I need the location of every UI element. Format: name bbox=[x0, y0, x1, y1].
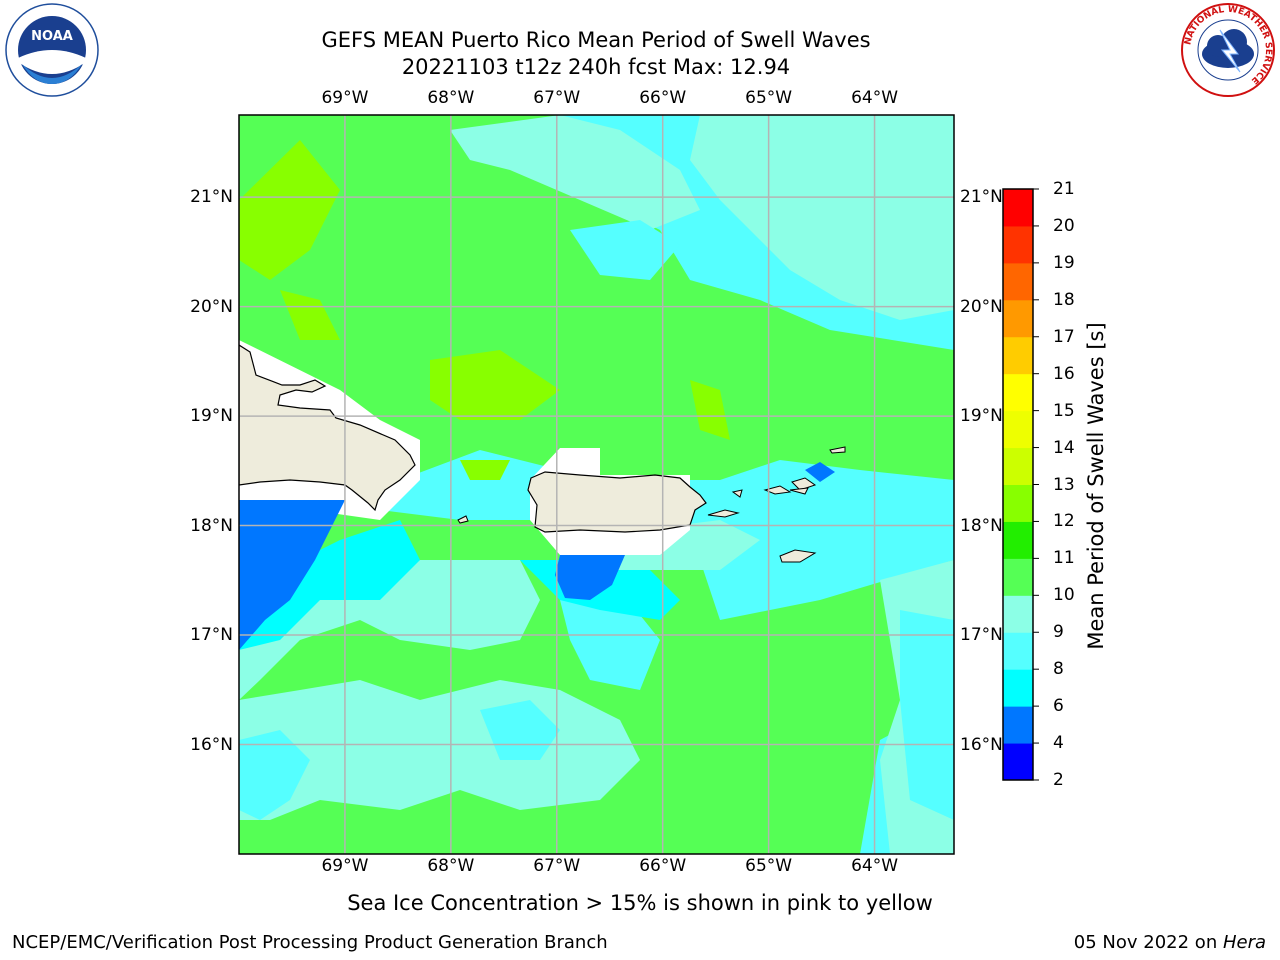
chart-subtitle: 20221103 t12z 240h fcst Max: 12.94 bbox=[401, 55, 791, 79]
colorbar-tick-label: 16 bbox=[1053, 363, 1075, 384]
swell-field bbox=[239, 115, 954, 854]
noaa-logo: NOAA bbox=[4, 2, 100, 102]
credit-text: NCEP/EMC/Verification Post Processing Pr… bbox=[12, 932, 608, 953]
land-hispaniola bbox=[239, 344, 416, 512]
island-mona bbox=[457, 515, 469, 524]
colorbar-tick-label: 20 bbox=[1053, 215, 1075, 236]
machine-name: Hera bbox=[1222, 932, 1266, 953]
lon-label-top: 68°W bbox=[427, 88, 475, 108]
colorbar-tick-label: 6 bbox=[1053, 696, 1064, 717]
lon-label-top: 69°W bbox=[321, 88, 369, 108]
colorbar-tick-label: 15 bbox=[1053, 400, 1075, 421]
lat-label-right: 16°N bbox=[960, 734, 1003, 755]
colorbar-tick-label: 17 bbox=[1053, 326, 1075, 347]
island-st-thomas bbox=[763, 485, 792, 495]
colorbar-swatch bbox=[1003, 262, 1033, 301]
lon-label-bottom: 67°W bbox=[533, 856, 581, 876]
lon-label-bottom: 66°W bbox=[639, 856, 687, 876]
lat-label-right: 17°N bbox=[960, 625, 1003, 646]
island-st-croix bbox=[779, 549, 817, 563]
aqua-patch-2 bbox=[720, 230, 760, 275]
lat-label-right: 18°N bbox=[960, 515, 1003, 536]
colorbar-tick-label: 21 bbox=[1053, 179, 1075, 199]
colorbar-tick-label: 9 bbox=[1053, 622, 1064, 643]
lat-label-left: 20°N bbox=[190, 296, 233, 317]
colorbar-swatch bbox=[1003, 336, 1033, 375]
lat-label-right: 21°N bbox=[960, 187, 1003, 208]
deep-blue-south-pr bbox=[555, 555, 625, 600]
lat-label-left: 17°N bbox=[190, 625, 233, 646]
colorbar-swatch bbox=[1003, 669, 1033, 707]
colorbar-tick-label: 19 bbox=[1053, 252, 1075, 273]
colorbar-swatch bbox=[1003, 706, 1033, 744]
lat-label-left: 18°N bbox=[190, 515, 233, 536]
lime-patch-2 bbox=[280, 290, 340, 340]
colorbar-swatch bbox=[1003, 299, 1033, 338]
lon-label-top: 64°W bbox=[851, 88, 899, 108]
land-puerto-rico bbox=[527, 471, 707, 533]
lime-patch-center bbox=[430, 350, 560, 420]
green-band-north bbox=[239, 115, 954, 480]
sea-ice-note: Sea Ice Concentration > 15% is shown in … bbox=[347, 891, 933, 915]
lat-label-left: 19°N bbox=[190, 406, 233, 427]
colorbar-tick-label: 8 bbox=[1053, 659, 1064, 680]
svg-text:NOAA: NOAA bbox=[31, 29, 73, 44]
lat-label-right: 19°N bbox=[960, 406, 1003, 427]
colorbar-tick-label: 4 bbox=[1053, 733, 1064, 754]
island-culebra bbox=[731, 489, 743, 498]
nws-logo: NATIONAL WEATHER SERVICE bbox=[1180, 2, 1276, 102]
island-anegada bbox=[829, 446, 846, 454]
lon-label-top: 67°W bbox=[533, 88, 581, 108]
cyan-west bbox=[239, 520, 420, 650]
colorbar-swatch bbox=[1003, 189, 1033, 227]
mint-patch-north bbox=[450, 115, 700, 230]
island-vieques bbox=[707, 509, 740, 518]
colorbar-swatch bbox=[1003, 743, 1033, 781]
lon-label-top: 65°W bbox=[745, 88, 793, 108]
colorbar-tick-label: 12 bbox=[1053, 511, 1075, 532]
aqua-south-1 bbox=[239, 730, 310, 820]
lon-label-bottom: 65°W bbox=[745, 856, 793, 876]
island-st-john bbox=[791, 477, 817, 491]
lime-patch-east bbox=[690, 380, 730, 440]
colorbar-swatch bbox=[1003, 225, 1033, 264]
deep-blue-vi bbox=[805, 462, 835, 482]
colorbar-tick-label: 11 bbox=[1053, 548, 1075, 569]
colorbar-swatch bbox=[1003, 447, 1033, 485]
colorbar-swatch bbox=[1003, 521, 1033, 559]
lon-label-bottom: 64°W bbox=[851, 856, 899, 876]
lat-label-left: 16°N bbox=[190, 734, 233, 755]
date-stamp: 05 Nov 2022 on Hera bbox=[1074, 932, 1266, 953]
colorbar-swatch bbox=[1003, 595, 1033, 633]
aqua-patch-1 bbox=[570, 220, 680, 280]
colorbar-tick-label: 14 bbox=[1053, 437, 1075, 458]
lime-patch-south bbox=[460, 460, 510, 480]
colorbar-swatch bbox=[1003, 410, 1033, 449]
date-text: 05 Nov 2022 on bbox=[1073, 932, 1223, 953]
colorbar-tick-label: 18 bbox=[1053, 289, 1075, 310]
chart-title: GEFS MEAN Puerto Rico Mean Period of Swe… bbox=[321, 28, 871, 52]
mint-patch-northeast bbox=[690, 115, 954, 320]
lat-label-left: 21°N bbox=[190, 187, 233, 208]
lime-patch-west bbox=[239, 140, 340, 280]
island-tortola bbox=[789, 487, 809, 495]
aqua-southeast bbox=[900, 610, 954, 820]
colorbar-swatch bbox=[1003, 558, 1033, 596]
deep-blue-west bbox=[239, 500, 345, 650]
lat-label-right: 20°N bbox=[960, 296, 1003, 317]
colorbar-swatch bbox=[1003, 484, 1033, 522]
colorbar-tick-label: 2 bbox=[1053, 770, 1064, 790]
colorbar-swatch bbox=[1003, 373, 1033, 412]
map-frame bbox=[238, 114, 955, 855]
colorbar-swatch bbox=[1003, 632, 1033, 670]
lon-label-bottom: 69°W bbox=[321, 856, 369, 876]
colorbar-tick-label: 10 bbox=[1053, 585, 1075, 606]
lon-label-top: 66°W bbox=[639, 88, 687, 108]
colorbar-label: Mean Period of Swell Waves [s] bbox=[1084, 322, 1108, 650]
lon-label-bottom: 68°W bbox=[427, 856, 475, 876]
colorbar-tick-label: 13 bbox=[1053, 474, 1075, 495]
